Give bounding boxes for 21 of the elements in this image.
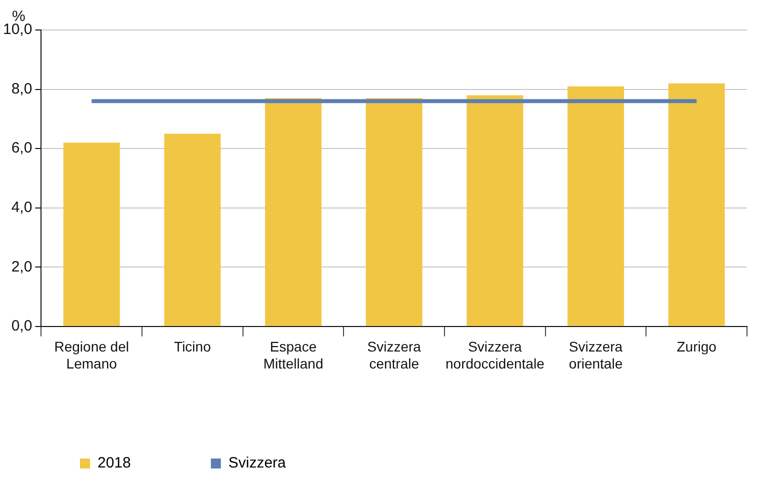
bar [366,98,422,326]
bar [568,86,624,326]
legend-label: Svizzera [228,454,287,472]
y-tick-label: 4,0 [11,198,32,216]
bar [668,83,725,326]
x-tick-label: Svizzera nordoccidentale [445,338,545,372]
bar [466,95,524,326]
bar [265,98,322,326]
x-tick-label: Svizzera centrale [367,338,422,372]
bar [63,142,120,326]
x-tick-label: Zurigo [676,338,717,355]
y-tick-label: 6,0 [11,140,32,157]
y-tick-label: 2,0 [11,258,32,276]
x-tick-label: Espace Mittelland [263,338,324,372]
x-tick-label: Svizzera orientale [568,338,623,372]
x-tick-label: Regione del Lemano [54,338,129,372]
bar [164,134,221,326]
x-tick-label: Ticino [174,338,212,355]
y-tick-label: 0,0 [11,318,32,335]
y-tick-label: 8,0 [11,80,32,98]
legend-label: 2018 [98,454,131,472]
